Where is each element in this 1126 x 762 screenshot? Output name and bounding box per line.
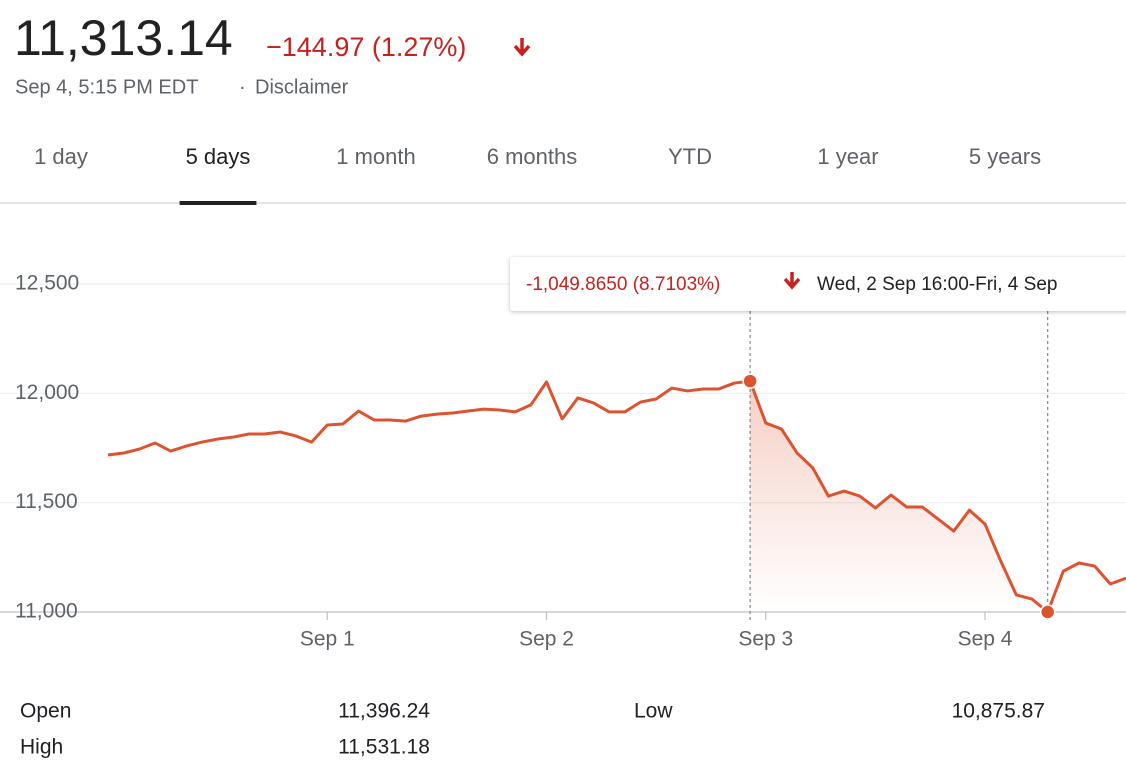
price-line [107,379,1126,614]
stat-value: 11,531.18 [338,736,430,759]
tab-indicator [179,201,257,205]
stats-table: Open 11,396.24 High 11,531.18 Low 10,875.87 [20,700,1045,759]
tab[interactable]: 1 day [34,144,88,169]
x-tick-label: Sep 4 [958,628,1013,651]
x-tick-label: Sep 3 [738,628,793,651]
timestamp: Sep 4, 5:15 PM EDT [15,76,198,98]
selection-area [750,381,1048,612]
tab[interactable]: 5 years [969,144,1041,169]
stat-label: Open [20,700,71,723]
y-tick-label: 12,500 [15,272,79,295]
selection-marker [1039,604,1056,620]
tab[interactable]: 6 months [487,144,578,169]
tooltip [510,257,1126,311]
tooltip-change: -1,049.8650 (8.7103%) [526,274,720,295]
disclaimer-link[interactable]: Disclaimer [255,76,349,98]
stat-value: 10,875.87 [952,700,1045,723]
tab[interactable]: YTD [668,144,712,169]
price: 11,313.14 [14,10,233,66]
x-tick-label: Sep 1 [300,628,355,651]
tab[interactable]: 5 days [186,144,251,169]
stat-label: High [20,736,63,759]
tab[interactable]: 1 month [336,144,416,169]
y-tick-label: 11,500 [15,490,78,513]
tooltip-box [510,257,1126,311]
y-tick-label: 12,000 [15,381,79,404]
stat-label: Low [634,700,673,723]
x-tick-label: Sep 2 [519,628,574,651]
down-arrow [513,38,531,57]
chart: 11,000 11,500 12,000 12,500 Sep 1 Sep 2 Sep 3 S… [0,272,1126,651]
y-tick-label: 11,000 [15,600,78,623]
stat-value: 11,396.24 [338,700,430,723]
price-change: −144.97 (1.27%) [266,32,466,62]
tooltip-arrow [783,272,801,290]
tab-bar: 1 day 5 days 1 month 6 months YTD 1 year 5 yea… [34,144,1041,205]
tab[interactable]: 1 year [817,144,878,169]
selection-marker [742,373,758,389]
tooltip-range: Wed, 2 Sep 16:00-Fri, 4 Sep [817,274,1057,295]
separator: · [239,76,246,98]
